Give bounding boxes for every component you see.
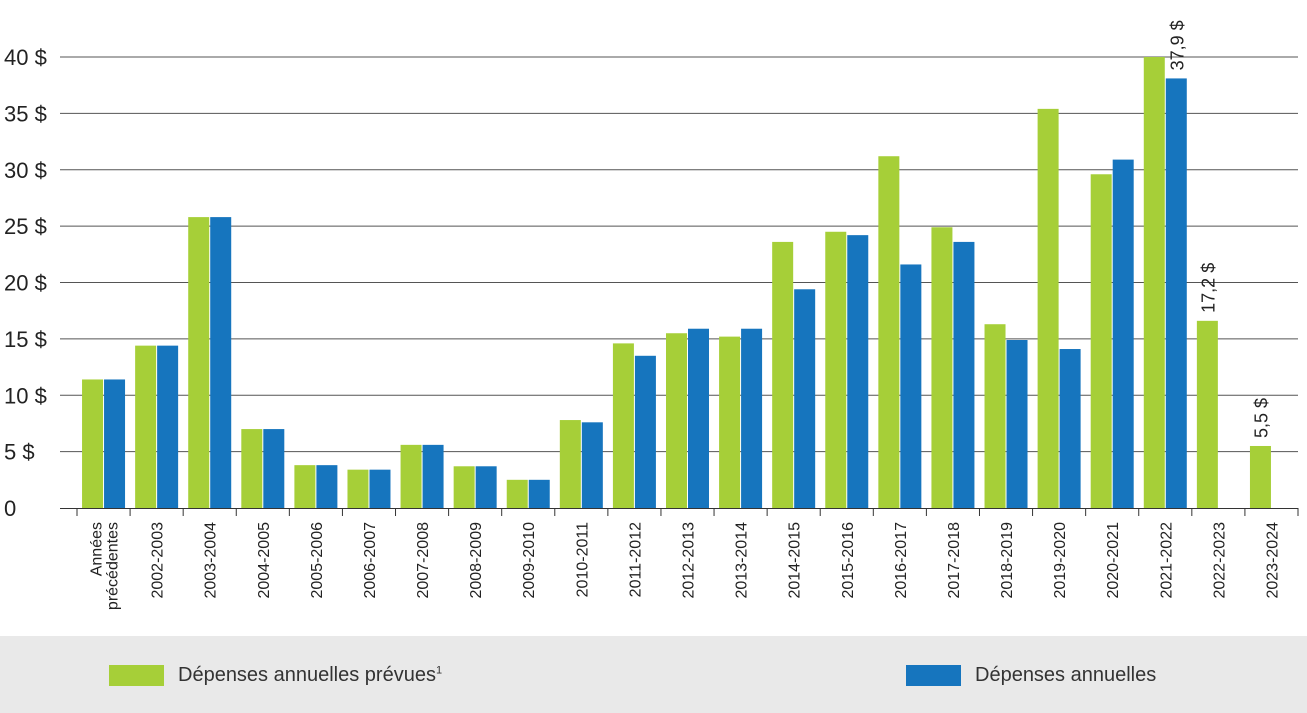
- x-tick-label: 2010-2011: [574, 522, 591, 597]
- data-label: 5,5 $: [1251, 398, 1271, 438]
- bar-planned: [772, 241, 794, 508]
- bar-actual: [1165, 78, 1187, 509]
- x-tick-label: précédentes: [105, 522, 122, 610]
- y-tick-label: 0: [4, 496, 16, 521]
- y-tick-label: 15 $: [4, 327, 47, 352]
- bar-actual: [422, 444, 444, 508]
- y-tick-label: 10 $: [4, 383, 47, 408]
- x-tick-label: 2008-2009: [468, 522, 485, 599]
- bar-planned: [294, 465, 316, 508]
- data-label: 17,2 $: [1198, 263, 1218, 313]
- x-tick-label: 2018-2019: [999, 522, 1016, 599]
- bar-actual: [263, 429, 285, 508]
- x-tick-label: 2021-2022: [1158, 522, 1175, 599]
- legend-item-planned: Dépenses annuelles prévues1: [109, 664, 442, 687]
- legend-label-planned: Dépenses annuelles prévues1: [178, 664, 443, 686]
- bar-planned: [825, 231, 847, 508]
- bar-actual: [210, 217, 232, 509]
- y-tick-label: 35 $: [4, 101, 47, 126]
- bar-actual: [794, 289, 816, 508]
- x-tick-label: 2013-2014: [734, 522, 751, 599]
- bar-actual: [741, 328, 763, 508]
- bar-planned: [135, 345, 157, 508]
- bar-planned: [666, 333, 687, 508]
- bar-planned: [1143, 57, 1165, 508]
- bar-planned: [719, 336, 741, 508]
- x-tick-label: 2016-2017: [893, 522, 910, 599]
- x-tick-label: 2003-2004: [203, 522, 220, 599]
- bar-planned: [400, 444, 422, 508]
- legend-swatch-actual: [906, 665, 961, 686]
- legend-item-actual: Dépenses annuelles: [906, 664, 1156, 687]
- bar-actual: [1059, 349, 1081, 508]
- bar-actual: [634, 355, 656, 508]
- bar-actual: [104, 379, 126, 508]
- bar-planned: [188, 217, 210, 509]
- x-tick-label: 2019-2020: [1052, 522, 1069, 599]
- bar-planned: [1196, 320, 1218, 508]
- x-tick-label: 2002-2003: [150, 522, 167, 599]
- x-tick-label: 2015-2016: [840, 522, 857, 599]
- bar-planned: [1037, 108, 1059, 509]
- x-tick-label: Années: [89, 522, 106, 576]
- x-tick-label: 2022-2023: [1211, 522, 1228, 599]
- bar-actual: [953, 241, 975, 508]
- bar-actual: [369, 469, 391, 508]
- y-tick-label: 40 $: [4, 45, 47, 70]
- x-tick-label: 2009-2010: [521, 522, 538, 599]
- bar-chart: 0 5 $ 10 $ 15 $ 20 $ 25 $ 30 $ 35 $ 40 $ Années pr…: [4, 20, 1299, 610]
- legend-swatch-planned: [109, 665, 164, 686]
- data-label: 37,9 $: [1167, 20, 1187, 70]
- bar-planned: [1090, 174, 1112, 508]
- legend-label-actual: Dépenses annuelles: [975, 664, 1157, 686]
- bar-planned: [1249, 445, 1271, 508]
- bar-actual: [528, 479, 550, 508]
- bar-actual: [1006, 340, 1028, 508]
- bar-actual: [475, 466, 497, 508]
- legend: [0, 636, 1307, 713]
- bar-planned: [878, 156, 900, 508]
- bar-actual: [157, 345, 179, 508]
- bar-planned: [241, 429, 263, 508]
- y-tick-label: 30 $: [4, 158, 47, 183]
- x-tick-label: 2017-2018: [946, 522, 963, 599]
- bar-planned: [612, 343, 634, 508]
- x-tick-label: 2004-2005: [256, 522, 273, 599]
- y-tick-label: 5 $: [4, 440, 35, 465]
- bar-actual: [316, 465, 338, 508]
- bar-planned: [506, 479, 528, 508]
- bar-planned: [453, 466, 475, 508]
- bar-actual: [581, 422, 603, 508]
- y-tick-label: 20 $: [4, 271, 47, 296]
- bar-actual: [688, 328, 709, 508]
- bar-planned: [984, 324, 1006, 508]
- x-tick-label: 2014-2015: [787, 522, 804, 599]
- bar-planned: [82, 379, 104, 508]
- y-tick-label: 25 $: [4, 214, 47, 239]
- x-tick-label: 2011-2012: [627, 522, 644, 597]
- bar-actual: [1112, 159, 1134, 509]
- bar-planned: [931, 227, 953, 508]
- bar-planned: [559, 420, 581, 508]
- bar-planned: [347, 469, 369, 508]
- bar-actual: [847, 235, 869, 508]
- bar-actual: [900, 264, 922, 508]
- x-tick-label: 2012-2013: [681, 522, 698, 599]
- x-tick-label: 2005-2006: [309, 522, 326, 599]
- x-tick-label: 2006-2007: [362, 522, 379, 599]
- x-tick-label: 2023-2024: [1264, 522, 1281, 599]
- x-tick-label: 2020-2021: [1105, 522, 1122, 599]
- x-tick-label: 2007-2008: [415, 522, 432, 599]
